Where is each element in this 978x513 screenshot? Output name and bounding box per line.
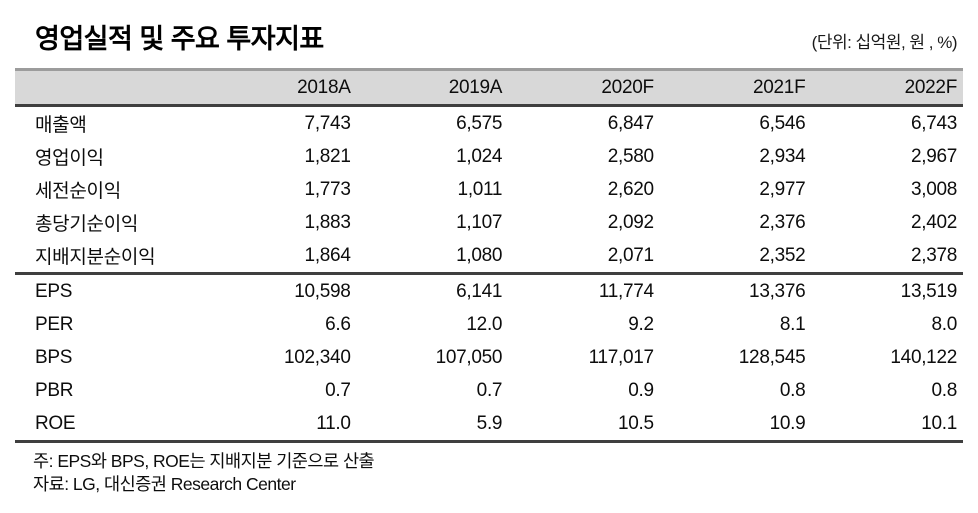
table-header-row: 2018A 2019A 2020F 2021F 2022F [15, 68, 963, 108]
cell: 1,864 [304, 244, 351, 266]
table-row: EPS 10,598 6,141 11,774 13,376 13,519 [15, 272, 963, 309]
cell: 2,376 [759, 211, 806, 233]
table-row: 세전순이익 1,773 1,011 2,620 2,977 3,008 [15, 173, 963, 206]
column-header-2022f: 2022F [811, 68, 963, 108]
row-label: 세전순이익 [35, 181, 121, 203]
cell: 128,545 [738, 346, 806, 368]
footnote-source: 자료: LG, 대신증권 Research Center [33, 474, 296, 495]
table-row: 매출액 7,743 6,575 6,847 6,546 6,743 [15, 106, 963, 141]
cell: 1,080 [456, 244, 503, 266]
row-label: 영업이익 [35, 148, 104, 170]
cell: 10,598 [205, 272, 357, 309]
cell: 8.1 [779, 313, 806, 335]
cell: 102,340 [284, 346, 351, 368]
cell: 2,352 [759, 244, 806, 266]
table-row: PER 6.6 12.0 9.2 8.1 8.0 [15, 308, 963, 341]
cell: 140,122 [890, 346, 957, 368]
cell: 0.8 [931, 379, 957, 401]
cell: 107,050 [435, 346, 503, 368]
cell: 1,011 [457, 178, 503, 200]
page-title: 영업실적 및 주요 투자지표 [35, 24, 324, 54]
cell: 11.0 [316, 412, 351, 434]
table-row: PBR 0.7 0.7 0.9 0.8 0.8 [15, 374, 963, 407]
cell: 2,580 [607, 145, 654, 167]
cell: 3,008 [910, 178, 957, 200]
cell: 6,743 [910, 112, 957, 134]
column-header-2020f: 2020F [508, 68, 660, 108]
row-label: PBR [35, 379, 74, 401]
cell: 6.6 [325, 313, 351, 335]
cell: 7,743 [304, 112, 351, 134]
cell: 10.9 [769, 412, 806, 434]
cell: 1,883 [304, 211, 351, 233]
cell: 12.0 [466, 313, 503, 335]
row-label: PER [35, 313, 74, 335]
cell: 2,977 [759, 178, 806, 200]
cell: 0.9 [628, 379, 654, 401]
row-label: BPS [35, 346, 73, 368]
cell: 6,847 [607, 112, 654, 134]
row-label: 매출액 [35, 115, 87, 137]
cell: 0.8 [779, 379, 806, 401]
table-row: BPS 102,340 107,050 117,017 128,545 140,… [15, 341, 963, 374]
cell: 2,934 [759, 145, 806, 167]
cell: 10.5 [618, 412, 654, 434]
cell: 9.2 [628, 313, 654, 335]
cell: 2,967 [910, 145, 957, 167]
row-label: EPS [15, 272, 205, 309]
table-row: 지배지분순이익 1,864 1,080 2,071 2,352 2,378 [15, 239, 963, 274]
table-row: 영업이익 1,821 1,024 2,580 2,934 2,967 [15, 140, 963, 173]
cell: 2,620 [607, 178, 654, 200]
cell: 8.0 [931, 313, 957, 335]
cell: 10.1 [921, 412, 957, 434]
cell: 117,017 [588, 346, 654, 368]
cell: 11,774 [508, 272, 660, 309]
unit-note: (단위: 십억원, 원 , %) [811, 33, 958, 53]
cell: 6,546 [759, 112, 806, 134]
cell: 13,519 [811, 272, 963, 309]
cell: 1,107 [456, 211, 503, 233]
cell: 0.7 [476, 379, 503, 401]
footnote-note: 주: EPS와 BPS, ROE는 지배지분 기준으로 산출 [33, 451, 375, 472]
cell: 2,071 [607, 244, 654, 266]
table-row: ROE 11.0 5.9 10.5 10.9 10.1 [15, 407, 963, 442]
cell: 6,141 [356, 272, 509, 309]
cell: 2,378 [910, 244, 957, 266]
cell: 1,773 [304, 178, 351, 200]
financial-table: 2018A 2019A 2020F 2021F 2022F 매출액 7,743 … [15, 68, 963, 444]
cell: 2,092 [607, 211, 654, 233]
cell: 1,024 [456, 145, 503, 167]
cell: 6,575 [456, 112, 503, 134]
column-header-2021f: 2021F [659, 68, 812, 108]
row-label: 총당기순이익 [35, 214, 139, 236]
cell: 13,376 [659, 272, 812, 309]
title-row: 영업실적 및 주요 투자지표 (단위: 십억원, 원 , %) [35, 24, 958, 55]
cell: 0.7 [325, 379, 351, 401]
row-label: ROE [35, 412, 76, 434]
cell: 5.9 [476, 412, 503, 434]
table-row: 총당기순이익 1,883 1,107 2,092 2,376 2,402 [15, 206, 963, 239]
column-header-empty [15, 68, 205, 108]
column-header-2019a: 2019A [356, 68, 509, 108]
row-label: 지배지분순이익 [35, 247, 156, 269]
column-header-2018a: 2018A [205, 68, 357, 108]
cell: 1,821 [304, 145, 351, 167]
cell: 2,402 [910, 211, 957, 233]
footnotes: 주: EPS와 BPS, ROE는 지배지분 기준으로 산출 자료: LG, 대… [33, 450, 978, 496]
